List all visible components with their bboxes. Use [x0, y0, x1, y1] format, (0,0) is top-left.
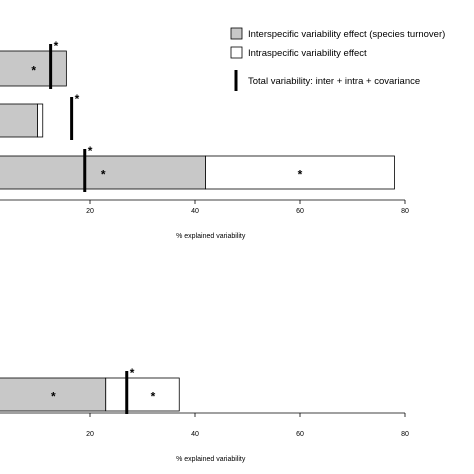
bar-interspecific: [0, 377, 107, 412]
legend: Interspecific variability effect (specie…: [230, 27, 445, 91]
legend-swatch-intraspecific: [230, 46, 243, 59]
significance-star-total: *: [130, 366, 135, 380]
bar-interspecific: [0, 155, 206, 190]
legend-label-total: Total variability: inter + intra + covar…: [248, 76, 420, 87]
bar-intraspecific: [37, 103, 44, 138]
x-axis-label: % explained variability: [176, 233, 246, 240]
bottom-panel: 20 40 60 80 % explained variability * * *: [0, 366, 409, 463]
bar-interspecific: [0, 50, 67, 87]
significance-star-inter: *: [51, 390, 56, 404]
x-axis-label: % explained variability: [176, 456, 246, 463]
legend-label-intraspecific: Intraspecific variability effect: [248, 48, 367, 59]
bar-interspecific: [0, 103, 38, 138]
x-tick-label: 40: [191, 431, 199, 438]
significance-star-intra: *: [298, 168, 303, 182]
legend-label-interspecific: Interspecific variability effect (specie…: [248, 29, 445, 40]
bar-intraspecific: [105, 377, 180, 412]
top-panel: 20 40 60 80 % explained variability * * * * * *: [0, 39, 409, 240]
x-tick-label: 20: [86, 431, 94, 438]
significance-star-intra: *: [151, 390, 156, 404]
bar-intraspecific: [205, 155, 395, 190]
legend-swatch-interspecific: [230, 27, 243, 40]
x-tick-label: 60: [296, 208, 304, 215]
significance-star-inter: *: [31, 64, 36, 78]
significance-star-total: *: [75, 92, 80, 106]
x-tick-label: 80: [401, 208, 409, 215]
significance-star-total: *: [54, 39, 59, 53]
significance-star-inter: *: [101, 168, 106, 182]
x-tick-label: 40: [191, 208, 199, 215]
x-tick-label: 60: [296, 431, 304, 438]
x-tick-label: 20: [86, 208, 94, 215]
significance-star-total: *: [88, 144, 93, 158]
x-tick-label: 80: [401, 431, 409, 438]
